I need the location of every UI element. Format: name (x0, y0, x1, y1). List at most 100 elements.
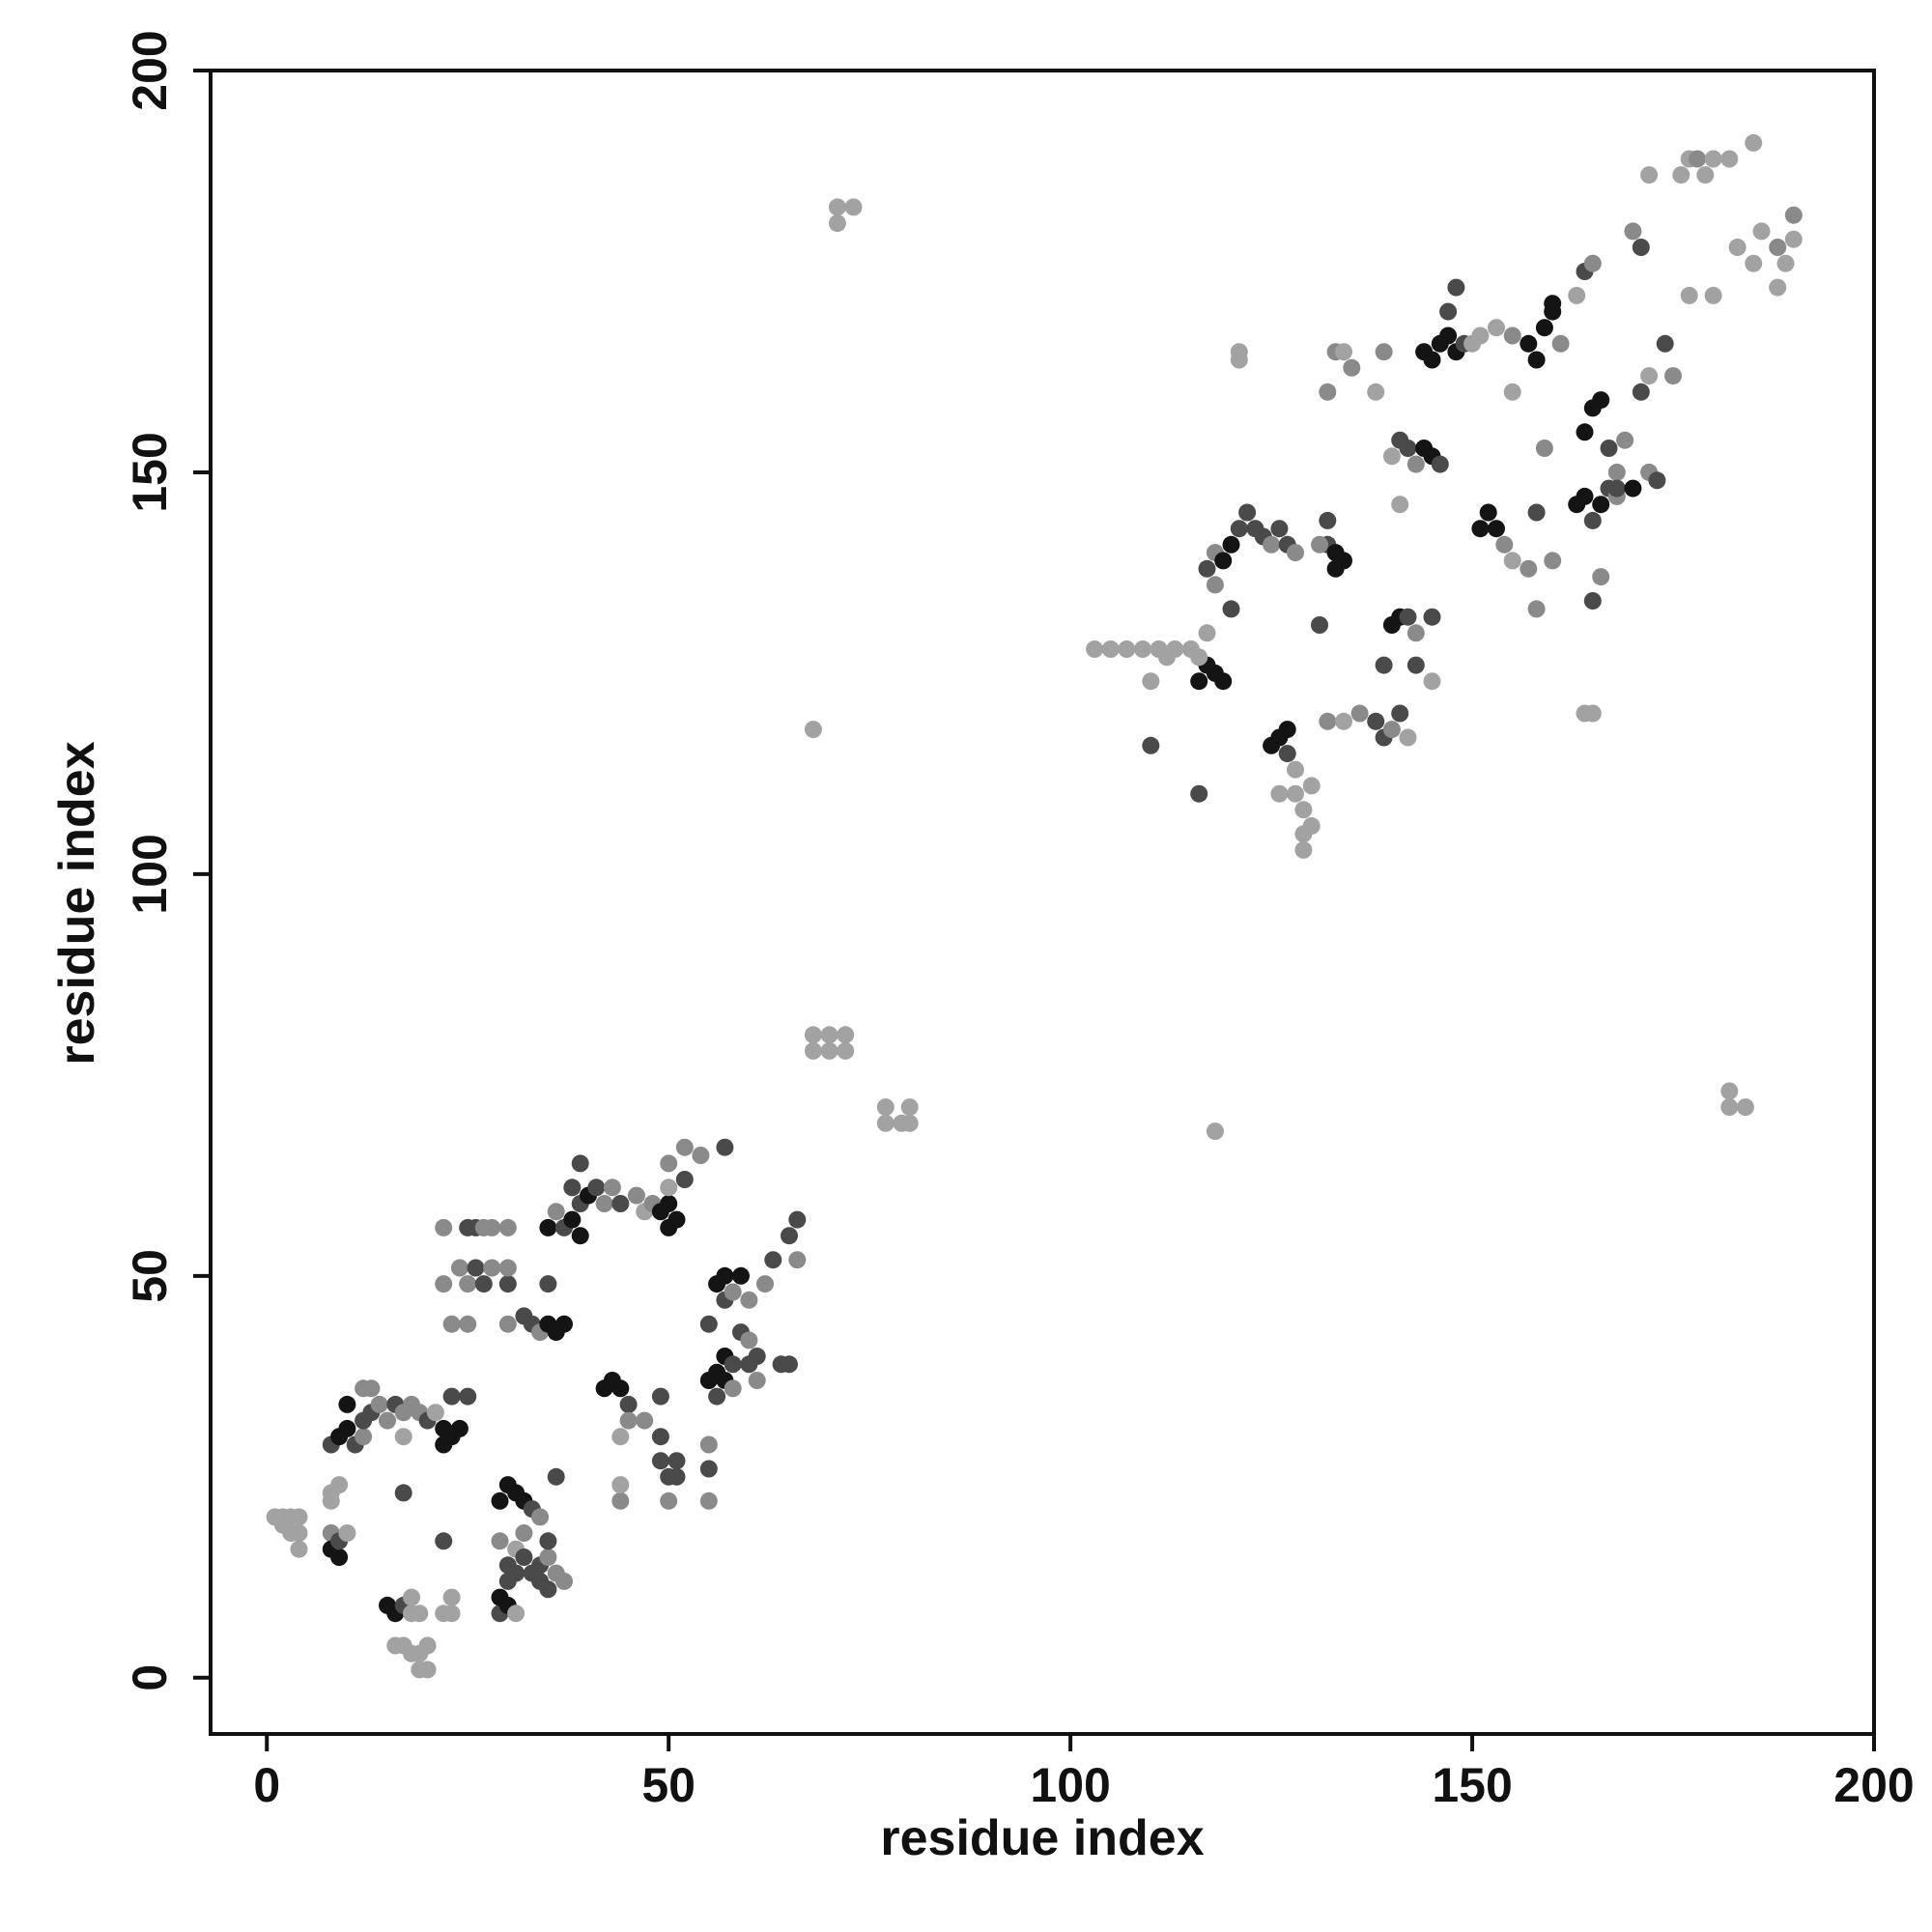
data-point (748, 1372, 766, 1389)
data-point (418, 1661, 437, 1679)
y-axis: 0 50 100 150 200 (123, 30, 211, 1691)
data-point (788, 1210, 807, 1229)
x-axis-title: residue index (880, 1810, 1204, 1866)
data-point (651, 1428, 669, 1446)
data-point (435, 1275, 453, 1293)
data-point (1198, 559, 1216, 578)
data-point (539, 1580, 557, 1599)
data-point (1423, 351, 1441, 369)
data-point (563, 1179, 582, 1197)
data-point (290, 1524, 308, 1542)
data-point (1406, 455, 1425, 473)
data-point (498, 1315, 517, 1333)
data-point (394, 1484, 412, 1502)
data-point (507, 1605, 526, 1623)
data-point (1568, 286, 1586, 304)
data-point (611, 1476, 630, 1494)
data-point (515, 1548, 533, 1566)
data-point (1142, 672, 1160, 691)
data-point (1399, 608, 1417, 626)
data-point (651, 1452, 669, 1470)
data-point (660, 1154, 678, 1173)
data-point (1535, 440, 1553, 457)
data-point (1367, 383, 1385, 401)
x-tick-label: 200 (1833, 1758, 1914, 1812)
y-tick-label: 150 (123, 432, 177, 512)
data-point (418, 1636, 437, 1655)
data-point (699, 1460, 718, 1478)
data-point (442, 1315, 461, 1333)
data-point (467, 1259, 485, 1277)
data-point (1495, 535, 1514, 554)
data-point (1576, 487, 1594, 505)
data-point (699, 1492, 718, 1510)
data-point (1488, 520, 1505, 538)
data-point (1664, 367, 1682, 385)
data-point (1278, 721, 1296, 739)
data-point (1142, 736, 1160, 754)
data-point (1222, 535, 1240, 554)
data-point (636, 1411, 654, 1430)
x-tick-label: 50 (641, 1758, 696, 1812)
data-point (426, 1404, 444, 1422)
data-point (547, 1467, 565, 1486)
data-point (539, 1218, 557, 1236)
data-point (1745, 133, 1763, 152)
data-point (1592, 391, 1610, 410)
data-point (1704, 150, 1722, 168)
data-point (587, 1179, 606, 1197)
y-tick-label: 0 (123, 1664, 177, 1691)
data-point (1319, 511, 1337, 529)
data-point (828, 198, 846, 216)
data-point (1190, 672, 1208, 691)
data-point (370, 1395, 388, 1413)
data-point (1720, 1098, 1739, 1117)
data-point (804, 721, 822, 739)
data-point (668, 1452, 686, 1470)
data-point (571, 1227, 589, 1245)
data-point (491, 1532, 509, 1550)
data-point (1278, 745, 1296, 763)
data-point (1399, 728, 1417, 747)
data-point (1503, 327, 1521, 345)
data-point (1720, 150, 1739, 168)
data-point (619, 1395, 638, 1413)
data-point (1206, 1122, 1224, 1141)
data-point (1391, 704, 1409, 723)
data-point (1583, 511, 1602, 529)
data-point (1696, 166, 1715, 185)
data-point (290, 1540, 308, 1558)
x-tick-label: 100 (1030, 1758, 1110, 1812)
data-point (1479, 503, 1497, 522)
data-point (330, 1476, 349, 1494)
data-point (1214, 672, 1233, 691)
data-point (442, 1588, 461, 1606)
data-point (474, 1275, 493, 1293)
data-point (1583, 254, 1602, 272)
data-point (442, 1387, 461, 1406)
data-point (450, 1419, 469, 1437)
data-point (1439, 327, 1458, 345)
data-point (459, 1275, 477, 1293)
data-point (491, 1492, 509, 1510)
data-point (1406, 656, 1425, 674)
data-point (876, 1098, 895, 1117)
data-point (1423, 608, 1441, 626)
data-point (498, 1218, 517, 1236)
data-point (828, 214, 846, 233)
data-point (1632, 239, 1650, 256)
data-point (1544, 552, 1562, 570)
data-point (1134, 640, 1151, 658)
data-point (820, 1041, 838, 1060)
data-point (1720, 1082, 1739, 1100)
data-point (764, 1251, 782, 1269)
data-point (660, 1492, 678, 1510)
data-point (338, 1419, 356, 1437)
data-point (515, 1524, 533, 1542)
y-axis-title: residue index (49, 741, 105, 1065)
data-point (1431, 455, 1449, 473)
data-point (724, 1379, 742, 1398)
data-point (330, 1548, 349, 1566)
data-point (627, 1186, 645, 1205)
data-point (1616, 431, 1634, 449)
